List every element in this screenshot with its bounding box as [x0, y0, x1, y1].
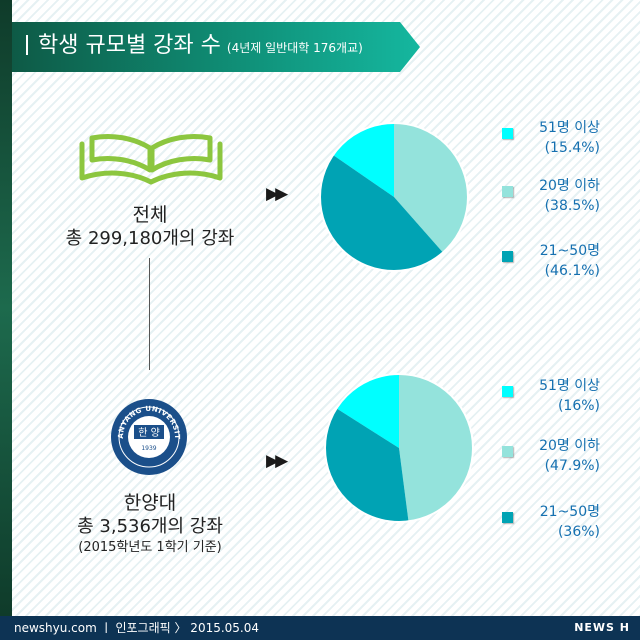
legend-item: 21~50명 (46.1%): [502, 241, 622, 291]
pie-chart-overall: [319, 122, 469, 272]
banner-shape: [12, 22, 420, 72]
legend-swatch: [502, 128, 513, 139]
legend-label: 51명 이상 (15.4%): [539, 120, 600, 156]
pie-slice-51-plus: [336, 374, 399, 448]
legend-item: 51명 이상 (15.4%): [502, 118, 622, 168]
emblem-year: 1939: [141, 445, 156, 452]
legend-label: 20명 이하 (47.9%): [539, 438, 600, 474]
legend-label: 20명 이하 (38.5%): [539, 178, 600, 214]
legend-item: 20명 이하 (38.5%): [502, 176, 622, 226]
pie-border: [319, 122, 469, 272]
hanyang-emblem: HANYANG UNIVERSITY 한 양 1939: [110, 398, 187, 475]
legend-swatch: [502, 446, 513, 457]
pie-border: [324, 373, 474, 523]
arrow-icon-bottom: ▶▶: [266, 451, 288, 471]
news-h-logo: NEWS H: [574, 621, 630, 634]
legend-item: 20명 이하 (47.9%): [502, 436, 622, 486]
arrow-icon-top: ▶▶: [266, 184, 288, 204]
pie-slice-21-50: [325, 408, 409, 522]
title-bar-icon: [26, 35, 28, 55]
pie-slice-20-or-less: [394, 123, 468, 253]
pie-slice-20-or-less: [399, 374, 474, 522]
book-icon: [79, 133, 223, 185]
legend-label: 21~50명 (46.1%): [539, 243, 600, 279]
title-text: 학생 규모별 강좌 수: [38, 33, 221, 58]
connector-line: [149, 258, 150, 370]
overall-total: 총 299,180개의 강좌: [65, 228, 235, 249]
left-accent-bar: [0, 0, 12, 616]
pie-chart-hanyang: [324, 373, 474, 523]
legend-swatch: [502, 386, 513, 397]
legend-swatch: [502, 186, 513, 197]
hanyang-name: 한양대: [123, 492, 177, 514]
legend-label: 21~50명 (36%): [539, 504, 600, 540]
legend-label: 51명 이상 (16%): [539, 378, 600, 414]
pie-slice-21-50: [319, 155, 443, 272]
page-title: 학생 규모별 강좌 수 (4년제 일반대학 176개교): [26, 31, 363, 63]
hanyang-note: (2015학년도 1학기 기준): [78, 540, 222, 555]
pie-slice-51-plus: [333, 123, 394, 197]
title-banner: 학생 규모별 강좌 수 (4년제 일반대학 176개교): [12, 22, 420, 72]
legend-swatch: [502, 251, 513, 262]
overall-name: 전체: [132, 204, 168, 226]
hanyang-total: 총 3,536개의 강좌: [77, 516, 223, 537]
legend-item: 21~50명 (36%): [502, 502, 622, 552]
footer-bar: newshyu.com ㅣ 인포그래픽 〉 2015.05.04 NEWS H: [0, 616, 640, 640]
footer-text: newshyu.com ㅣ 인포그래픽 〉 2015.05.04: [14, 621, 260, 635]
emblem-text: 한 양: [138, 427, 160, 439]
title-subtitle: (4년제 일반대학 176개교): [226, 41, 363, 55]
legend-item: 51명 이상 (16%): [502, 376, 622, 426]
legend-swatch: [502, 512, 513, 523]
